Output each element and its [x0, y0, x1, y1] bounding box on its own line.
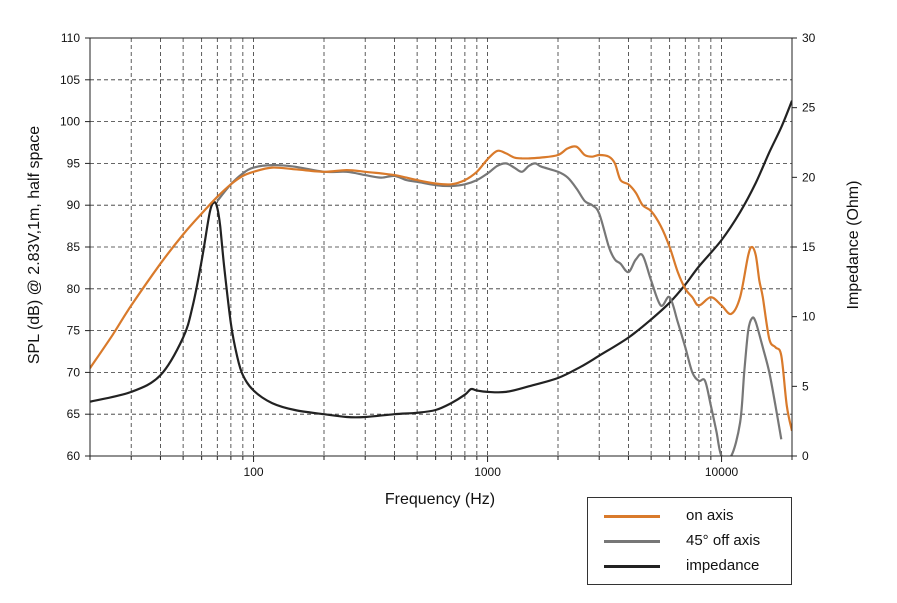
y2-axis-label: Impedance (Ohm) [845, 181, 862, 310]
legend-item-off-axis: 45° off axis [588, 531, 793, 551]
series-lines [90, 100, 792, 456]
y-tick-label: 95 [67, 156, 81, 170]
y-tick-label: 85 [67, 240, 81, 254]
y-tick-label: 110 [61, 31, 80, 45]
legend-swatch-on-axis [604, 515, 660, 518]
y2-tick-label: 0 [802, 449, 809, 463]
x-axis-ticks: 100 1000 10000 [89, 456, 793, 479]
y-tick-label: 75 [67, 324, 81, 338]
x-axis-label: Frequency (Hz) [385, 491, 495, 508]
y2-tick-label: 25 [802, 101, 816, 115]
left-axis-ticks: 60 65 70 75 80 85 90 95 100 105 110 [60, 31, 90, 463]
x-tick-label: 100 [244, 465, 264, 479]
legend-swatch-off-axis [604, 540, 660, 543]
legend: on axis 45° off axis impedance [587, 497, 792, 585]
y-tick-label: 80 [67, 282, 81, 296]
grid [90, 38, 792, 456]
legend-label-off-axis: 45° off axis [686, 532, 761, 549]
y-tick-label: 105 [60, 73, 80, 87]
legend-label-impedance: impedance [686, 557, 760, 574]
series-line-45-off-axis [216, 162, 783, 456]
y-axis-label: SPL (dB) @ 2.83V,1m, half space [26, 126, 43, 364]
y2-tick-label: 10 [802, 310, 816, 324]
y-tick-label: 60 [67, 449, 81, 463]
legend-item-impedance: impedance [588, 556, 793, 576]
y-tick-label: 65 [67, 407, 81, 421]
right-axis-ticks: 0 5 10 15 20 25 30 [792, 31, 816, 463]
x-tick-label: 10000 [705, 465, 739, 479]
legend-label-on-axis: on axis [686, 507, 734, 524]
y2-tick-label: 5 [802, 379, 809, 393]
y2-tick-label: 20 [802, 170, 816, 184]
series-line-impedance [90, 100, 792, 419]
y2-tick-label: 30 [802, 31, 816, 45]
y2-tick-label: 15 [802, 240, 816, 254]
x-tick-label: 1000 [474, 465, 501, 479]
y-tick-label: 90 [67, 198, 81, 212]
y-tick-label: 100 [60, 115, 80, 129]
y-tick-label: 70 [67, 365, 81, 379]
legend-item-on-axis: on axis [588, 506, 793, 526]
legend-swatch-impedance [604, 565, 660, 568]
series-line-on-axis [90, 145, 792, 432]
